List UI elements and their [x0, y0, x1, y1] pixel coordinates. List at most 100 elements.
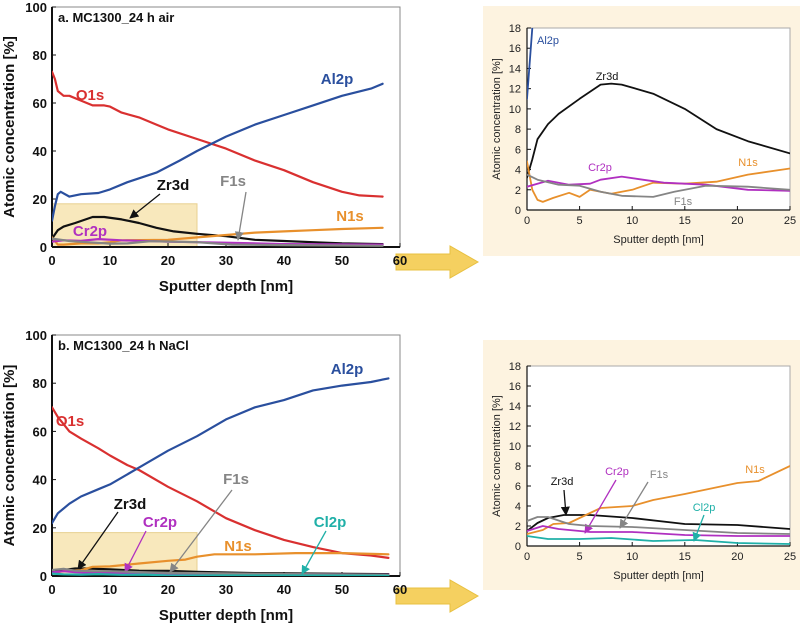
series-label-n1s: N1s: [336, 208, 364, 225]
y-tick-label: 18: [509, 361, 521, 373]
y-tick-label: 60: [33, 96, 47, 111]
x-axis-label: Sputter depth [nm]: [613, 570, 704, 582]
series-line-al2p: [527, 28, 534, 100]
series-label-o1s: O1s: [76, 87, 104, 104]
series-line-cr2p: [527, 525, 790, 537]
zoom-arrow-icon: [395, 579, 480, 613]
chart-b: 0 10 20 30 40 50 60 0 20 40 60 80 100 Sputter depth […: [1, 328, 407, 624]
series-label-zr3d: Zr3d: [114, 496, 147, 513]
chart-a: 0 10 20 30 40 50 60 0 20 40 60 80 100 Sputter depth […: [1, 0, 407, 295]
series-line-al2p: [52, 82, 384, 222]
annotation-arrow-icon: [234, 191, 247, 241]
series-label-n1s: N1s: [224, 538, 252, 555]
series-label-zr3d: Zr3d: [596, 71, 619, 83]
series-label-cr2p: Cr2p: [605, 466, 629, 478]
series-label-cl2p: Cl2p: [693, 502, 716, 514]
series-label-zr3d: Zr3d: [157, 177, 190, 194]
y-tick-label: 16: [509, 381, 521, 393]
x-tick-label: 30: [219, 582, 233, 597]
y-tick-label: 4: [515, 165, 521, 177]
x-tick-label: 25: [784, 215, 796, 227]
y-tick-label: 2: [515, 185, 521, 197]
series-label-cr2p: Cr2p: [588, 162, 612, 174]
x-tick-label: 5: [577, 551, 583, 563]
series-line-n1s: [52, 226, 384, 246]
y-tick-label: 2: [515, 521, 521, 533]
annotation-arrow-icon: [301, 530, 327, 575]
series-label-al2p: Al2p: [331, 361, 364, 378]
annotation-arrow-icon: [692, 514, 705, 542]
series-label-n1s: N1s: [738, 157, 758, 169]
y-tick-label: 40: [33, 144, 47, 159]
x-tick-label: 0: [48, 253, 55, 268]
series-line-f1s: [52, 567, 390, 576]
series-label-o1s: O1s: [56, 413, 84, 430]
x-tick-label: 0: [524, 215, 530, 227]
series-line-zr3d: [527, 82, 790, 179]
y-axis-label: Atomic concentration [%]: [1, 36, 18, 218]
x-tick-label: 10: [103, 582, 117, 597]
series-label-cl2p: Cl2p: [314, 514, 347, 531]
annotation-arrow-icon: [584, 479, 617, 534]
x-tick-label: 0: [524, 551, 530, 563]
x-tick-label: 50: [335, 582, 349, 597]
x-axis-label: Sputter depth [nm]: [159, 278, 293, 295]
annotation-arrow-icon: [124, 530, 147, 573]
x-tick-label: 25: [784, 551, 796, 563]
x-tick-label: 20: [161, 582, 175, 597]
y-tick-label: 0: [515, 205, 521, 217]
y-tick-label: 0: [40, 569, 47, 584]
series-line-cl2p: [527, 535, 790, 545]
y-axis-label: Atomic concentration [%]: [491, 395, 503, 517]
series-label-zr3d: Zr3d: [551, 476, 574, 488]
y-tick-label: 10: [509, 441, 521, 453]
series-line-n1s: [527, 160, 790, 203]
y-axis-label: Atomic concentration [%]: [1, 365, 18, 547]
x-tick-label: 15: [679, 551, 691, 563]
series-line-f1s: [527, 173, 790, 198]
x-tick-label: 40: [277, 582, 291, 597]
y-tick-label: 100: [25, 328, 47, 343]
annotation-arrow-icon: [560, 489, 570, 516]
x-tick-label: 10: [626, 551, 638, 563]
series-label-f1s: F1s: [650, 469, 669, 481]
x-tick-label: 20: [731, 551, 743, 563]
series-label-f1s: F1s: [223, 471, 249, 488]
x-tick-label: 0: [48, 582, 55, 597]
series-line-f1s: [52, 237, 384, 247]
x-tick-label: 5: [577, 215, 583, 227]
y-tick-label: 8: [515, 461, 521, 473]
series-line-al2p: [52, 377, 390, 525]
panel-title: b. MC1300_24 h NaCl: [58, 338, 189, 353]
chart-a-inset: 0 5 10 15 20 25 0 2 4 6 8 10 12 14 16 18 Sputter depth […: [491, 23, 796, 246]
y-tick-label: 18: [509, 23, 521, 35]
y-tick-label: 0: [40, 240, 47, 255]
y-tick-label: 10: [509, 104, 521, 116]
panel-title: a. MC1300_24 h air: [58, 10, 174, 25]
series-label-cr2p: Cr2p: [73, 223, 107, 240]
y-tick-label: 100: [25, 0, 47, 15]
series-line-zr3d: [527, 514, 790, 532]
plot-area: [526, 365, 791, 547]
series-label-f1s: F1s: [674, 196, 693, 208]
y-tick-label: 40: [33, 473, 47, 488]
series-label-cr2p: Cr2p: [143, 514, 177, 531]
series-line-o1s: [52, 70, 384, 198]
x-tick-label: 20: [731, 215, 743, 227]
x-tick-label: 15: [679, 215, 691, 227]
series-line-f1s: [527, 516, 790, 535]
x-tick-label: 20: [161, 253, 175, 268]
annotation-arrow-icon: [169, 489, 233, 573]
y-tick-label: 4: [515, 501, 521, 513]
series-line-o1s: [52, 406, 390, 559]
x-tick-label: 30: [219, 253, 233, 268]
y-axis-label: Atomic concentration [%]: [491, 58, 503, 180]
annotation-arrow-icon: [619, 481, 649, 529]
x-axis-label: Sputter depth [nm]: [159, 607, 293, 624]
y-tick-label: 0: [515, 541, 521, 553]
y-tick-label: 20: [33, 192, 47, 207]
y-tick-label: 80: [33, 48, 47, 63]
x-tick-label: 10: [103, 253, 117, 268]
y-tick-label: 60: [33, 424, 47, 439]
